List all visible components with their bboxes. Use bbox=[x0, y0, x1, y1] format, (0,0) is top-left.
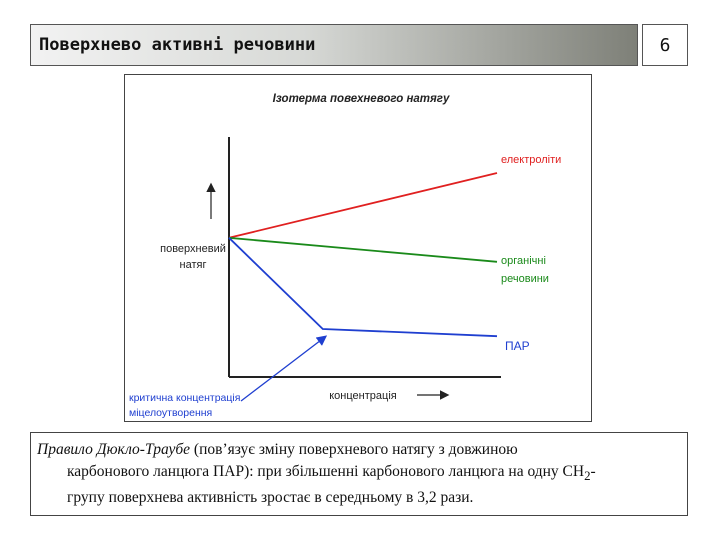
series-label-organic-line1: органічні bbox=[501, 255, 546, 267]
cmc-annotation-line2: міцелоутворення bbox=[129, 407, 212, 419]
slide-title: Поверхнево активні речовини bbox=[39, 35, 316, 55]
series-line-electrolytes bbox=[228, 172, 498, 239]
series-label-organic-line2: речовини bbox=[501, 273, 549, 285]
y-axis-label-line2: натяг bbox=[180, 259, 207, 271]
caption-line3: групу поверхнева активність зростає в се… bbox=[67, 489, 474, 507]
y-axis-label-line1: поверхневий bbox=[160, 243, 226, 255]
rule-name: Правило Дюкло-Траубе bbox=[37, 441, 191, 458]
cmc-pointer-arrow bbox=[240, 335, 328, 402]
isotherm-chart: Ізотерма повехневого натягу поверхневий … bbox=[129, 93, 561, 419]
x-axis-label: концентрація bbox=[329, 390, 397, 402]
rule-caption: Правило Дюкло-Траубе (пов’язує зміну пов… bbox=[30, 432, 688, 516]
page-number: 6 bbox=[642, 24, 688, 66]
caption-line1-rest: (пов’язує зміну поверхневого натягу з до… bbox=[190, 441, 518, 458]
slide-title-bar: Поверхнево активні речовини bbox=[30, 24, 638, 66]
series-label-electrolytes: електроліти bbox=[501, 154, 561, 166]
chart-title: Ізотерма повехневого натягу bbox=[273, 93, 450, 105]
series-line-organic bbox=[228, 236, 498, 263]
cmc-annotation-line1: критична концентрація bbox=[129, 392, 240, 404]
series-line-surfactant bbox=[228, 237, 498, 338]
caption-line2: карбонового ланцюга ПАР): при збільшенні… bbox=[67, 463, 596, 484]
series-label-surfactant: ПАР bbox=[505, 339, 530, 353]
chart-figure: Ізотерма повехневого натягу поверхневий … bbox=[124, 74, 592, 422]
